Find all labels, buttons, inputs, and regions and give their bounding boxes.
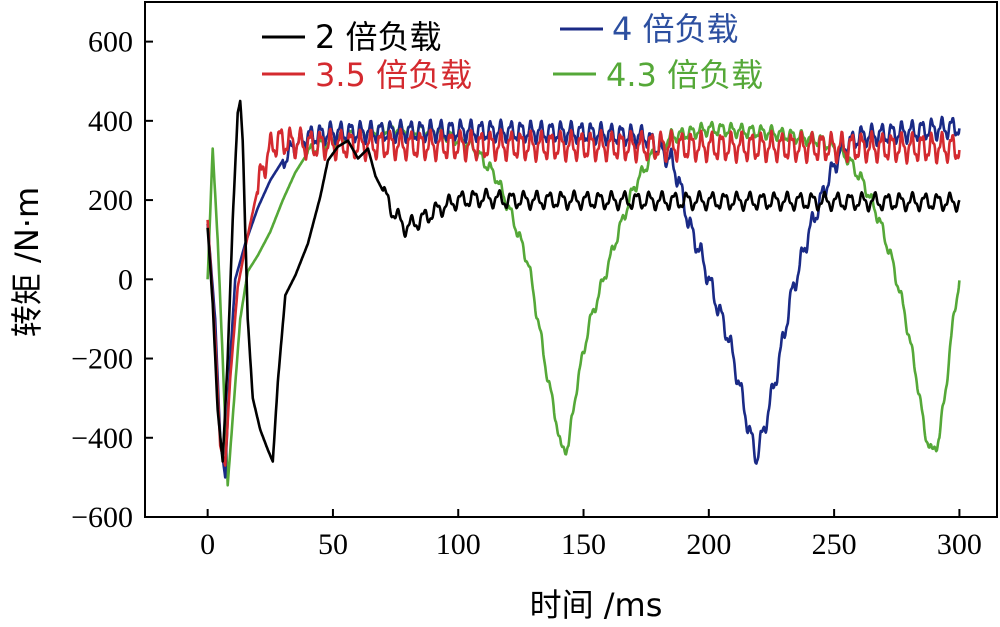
y-tick-label: 200	[88, 184, 133, 217]
plot-frame	[144, 1, 998, 518]
axis-ticks	[145, 40, 961, 518]
series-line-1	[206, 115, 961, 479]
legend: 2 倍负载 4 倍负载 3.5 倍负载 4.3 倍负载	[262, 10, 763, 94]
series-line-2	[206, 126, 961, 467]
tick-labels: 0 50 100 150 200 250 300 600 400 200 0 −200 −400 −600	[71, 26, 982, 561]
legend-label-2x: 2 倍负载	[315, 18, 442, 56]
x-tick-label: 250	[812, 528, 857, 561]
legend-label-4-3x: 4.3 倍负载	[606, 56, 763, 94]
series-line-0	[206, 99, 961, 463]
x-tick-label: 150	[561, 528, 606, 561]
legend-label-3-5x: 3.5 倍负载	[315, 56, 472, 94]
x-tick-label: 100	[436, 528, 481, 561]
y-tick-label: 400	[88, 105, 133, 138]
x-tick-label: 50	[318, 528, 348, 561]
y-tick-label: −200	[71, 343, 133, 376]
y-tick-label: −600	[71, 501, 133, 534]
y-tick-label: −400	[71, 422, 133, 455]
x-tick-label: 200	[686, 528, 731, 561]
x-tick-label: 0	[200, 528, 215, 561]
legend-label-4x: 4 倍负载	[612, 10, 739, 48]
series-layer	[206, 99, 961, 487]
x-tick-label: 300	[937, 528, 982, 561]
x-axis-title: 时间 /ms	[530, 586, 663, 624]
y-tick-label: 0	[118, 263, 133, 296]
y-tick-label: 600	[88, 26, 133, 59]
y-axis-title: 转矩 /N·m	[8, 187, 46, 337]
series-line-3	[206, 120, 961, 487]
